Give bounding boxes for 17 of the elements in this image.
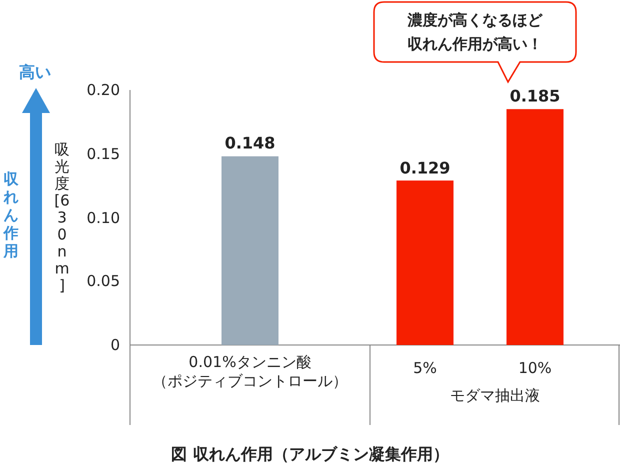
y-tick-label: 0.05: [86, 272, 120, 290]
data-label: 0.185: [510, 86, 560, 106]
text: 濃度が高くなるほど収れん作用が高い！: [406, 10, 544, 55]
x-tick-label: 0.01%タンニン酸（ポジティブコントロール）: [152, 353, 348, 391]
y-tick-label: 0.20: [86, 81, 120, 99]
text: 収れん作用: [2, 170, 20, 260]
y-tick-label: 0.15: [86, 144, 120, 163]
y-tick-label: 0: [110, 336, 120, 354]
y-tick-label: 0.10: [86, 208, 120, 226]
text: 高い: [19, 62, 51, 84]
data-label: 0.148: [224, 134, 276, 153]
x-tick-label: 5%: [413, 359, 437, 377]
text: 吸光度[630nm]: [54, 140, 70, 294]
text: モダマ抽出液: [450, 386, 540, 406]
x-tick-label: 10%: [518, 359, 552, 377]
text: 図 収れん作用（アルブミン凝集作用）: [171, 444, 449, 466]
data-label: 0.129: [400, 158, 450, 178]
